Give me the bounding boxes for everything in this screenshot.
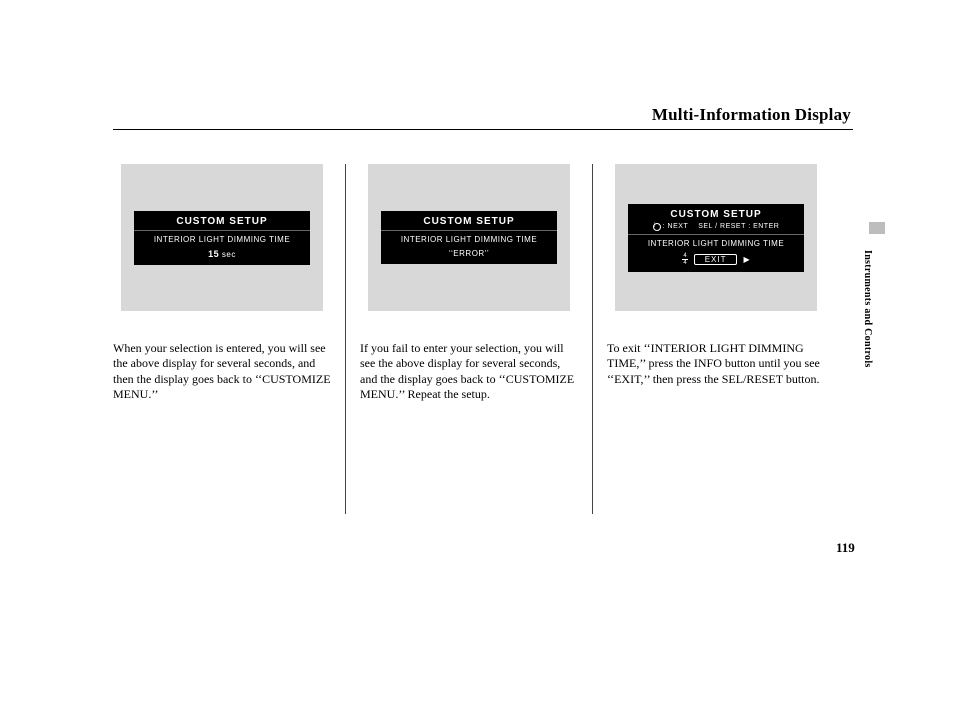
lcd-display: CUSTOM SETUP i : NEXT SEL / RESET : ENTE… [628, 204, 804, 272]
section-tab [869, 222, 885, 234]
lcd-header: CUSTOM SETUP [134, 211, 310, 230]
column-separator [592, 164, 593, 514]
lcd-subheader: i : NEXT SEL / RESET : ENTER [628, 223, 804, 235]
lcd-sub-right: SEL / RESET : ENTER [698, 223, 779, 231]
section-label: Instruments and Controls [862, 250, 873, 368]
lcd-sub-left-text: : NEXT [663, 223, 689, 230]
fraction-bottom: 4 [683, 260, 686, 266]
arrow-right-icon: ▶ [743, 255, 749, 264]
fraction-top: 4 [682, 253, 687, 260]
page-title: Multi-Information Display [652, 105, 853, 124]
screen-illustration: CUSTOM SETUP INTERIOR LIGHT DIMMING TIME… [368, 164, 570, 311]
column-1: CUSTOM SETUP INTERIOR LIGHT DIMMING TIME… [113, 164, 331, 514]
lcd-sub-left: i : NEXT [653, 223, 689, 231]
columns-container: CUSTOM SETUP INTERIOR LIGHT DIMMING TIME… [113, 164, 853, 514]
lcd-line: INTERIOR LIGHT DIMMING TIME [628, 235, 804, 253]
column-text: When your selection is entered, you will… [113, 341, 331, 402]
lcd-exit-row: 4 4 EXIT ▶ [628, 253, 804, 272]
lcd-value-unit: sec [222, 250, 236, 259]
lcd-line: INTERIOR LIGHT DIMMING TIME [381, 230, 557, 249]
column-3: CUSTOM SETUP i : NEXT SEL / RESET : ENTE… [607, 164, 825, 514]
lcd-header: CUSTOM SETUP [381, 211, 557, 230]
lcd-line: INTERIOR LIGHT DIMMING TIME [134, 230, 310, 249]
lcd-value-number: 15 [208, 249, 219, 259]
column-2: CUSTOM SETUP INTERIOR LIGHT DIMMING TIME… [360, 164, 578, 514]
lcd-display: CUSTOM SETUP INTERIOR LIGHT DIMMING TIME… [134, 211, 310, 265]
column-text: To exit ‘‘INTERIOR LIGHT DIMMING TIME,’’… [607, 341, 825, 387]
lcd-value: ‘‘ERROR’’ [381, 249, 557, 264]
page-number: 119 [836, 540, 855, 556]
lcd-header: CUSTOM SETUP [628, 204, 804, 223]
info-icon: i [653, 223, 661, 231]
column-text: If you fail to enter your selection, you… [360, 341, 578, 402]
lcd-value: 15 sec [134, 249, 310, 265]
manual-page: Multi-Information Display CUSTOM SETUP I… [113, 105, 853, 514]
lcd-display: CUSTOM SETUP INTERIOR LIGHT DIMMING TIME… [381, 211, 557, 264]
exit-button-graphic: EXIT [694, 254, 738, 265]
title-row: Multi-Information Display [113, 105, 853, 130]
screen-illustration: CUSTOM SETUP INTERIOR LIGHT DIMMING TIME… [121, 164, 323, 311]
column-separator [345, 164, 346, 514]
screen-illustration: CUSTOM SETUP i : NEXT SEL / RESET : ENTE… [615, 164, 817, 311]
page-fraction: 4 4 [682, 253, 687, 266]
